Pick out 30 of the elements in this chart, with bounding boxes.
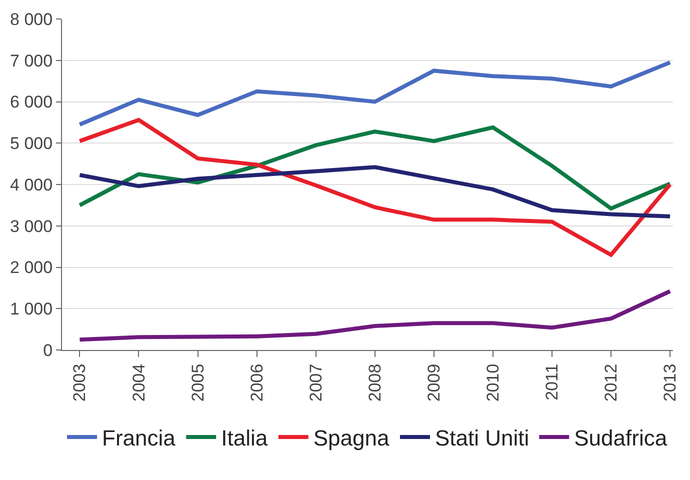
legend-label: Spagna bbox=[313, 426, 390, 451]
y-tick-label: 0 bbox=[43, 340, 53, 360]
line-series bbox=[78, 125, 672, 210]
y-tick-label: 8 000 bbox=[10, 10, 53, 29]
x-tick-label: 2004 bbox=[129, 364, 148, 402]
x-tick-label: 2008 bbox=[365, 364, 384, 402]
line-series bbox=[78, 165, 672, 218]
line-series bbox=[78, 118, 672, 257]
line-series bbox=[78, 60, 672, 127]
y-tick-label: 5 000 bbox=[10, 134, 53, 154]
legend-label: Stati Uniti bbox=[434, 426, 530, 451]
y-tick-label: 1 000 bbox=[10, 300, 53, 319]
x-tick-label: 2010 bbox=[483, 364, 502, 402]
legend-label: Francia bbox=[102, 426, 176, 451]
legend-label: Sudafrica bbox=[574, 426, 668, 451]
x-tick-label: 2006 bbox=[247, 364, 266, 402]
x-tick-label: 2005 bbox=[188, 364, 208, 402]
x-tick-label: 2007 bbox=[306, 364, 326, 402]
x-tick-label: 2013 bbox=[660, 364, 680, 402]
x-tick-label: 2011 bbox=[542, 364, 562, 400]
y-tick-label: 6 000 bbox=[10, 92, 53, 112]
legend-label: Italia bbox=[221, 426, 268, 451]
x-tick-label: 2009 bbox=[424, 364, 444, 402]
y-tick-label: 7 000 bbox=[10, 51, 53, 70]
y-tick-label: 2 000 bbox=[10, 258, 53, 278]
x-tick-label: 2003 bbox=[70, 364, 90, 402]
x-tick-label: 2012 bbox=[602, 364, 621, 402]
y-tick-label: 3 000 bbox=[10, 216, 53, 236]
y-tick-label: 4 000 bbox=[10, 175, 53, 194]
line-series bbox=[78, 289, 672, 342]
